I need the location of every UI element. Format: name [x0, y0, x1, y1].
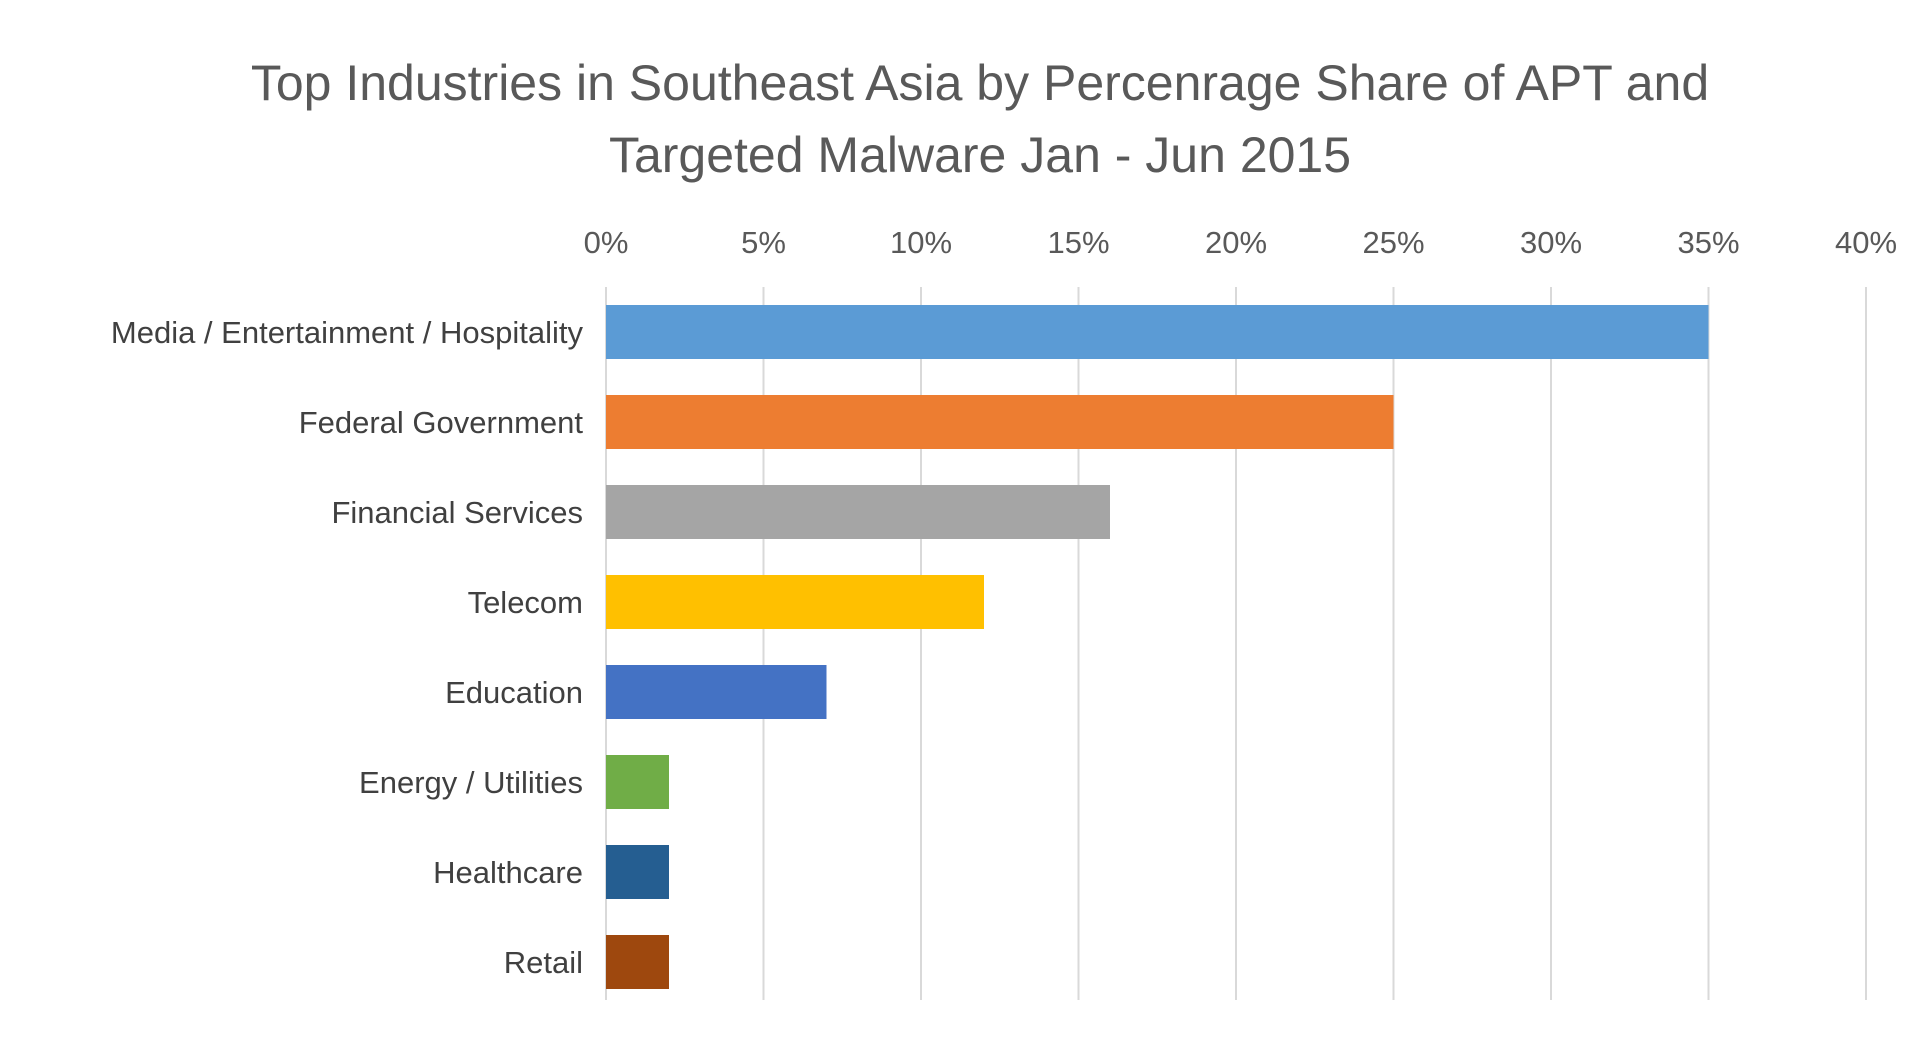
x-tick-label: 15%: [1047, 225, 1109, 260]
x-tick-label: 35%: [1677, 225, 1739, 260]
bar: [606, 575, 984, 629]
x-axis-tick-labels: 0% 5% 10% 15% 20% 25% 30% 35% 40%: [584, 225, 1897, 260]
category-label: Telecom: [468, 585, 583, 620]
category-label: Education: [445, 675, 583, 710]
category-label: Financial Services: [331, 495, 583, 530]
category-label: Federal Government: [299, 405, 584, 440]
x-tick-label: 25%: [1362, 225, 1424, 260]
chart-title: Top Industries in Southeast Asia by Perc…: [251, 55, 1709, 183]
bar: [606, 395, 1394, 449]
category-label: Retail: [504, 945, 583, 980]
category-label: Healthcare: [433, 855, 583, 890]
x-tick-label: 5%: [741, 225, 786, 260]
category-label: Energy / Utilities: [359, 765, 583, 800]
bar: [606, 755, 669, 809]
x-tick-label: 40%: [1835, 225, 1897, 260]
bar: [606, 485, 1110, 539]
chart-title-line-2: Targeted Malware Jan - Jun 2015: [609, 127, 1351, 183]
x-tick-label: 30%: [1520, 225, 1582, 260]
chart-title-line-1: Top Industries in Southeast Asia by Perc…: [251, 55, 1709, 111]
bar: [606, 845, 669, 899]
bars: [606, 305, 1709, 989]
bar: [606, 935, 669, 989]
category-labels: Media / Entertainment / Hospitality Feder…: [111, 315, 584, 980]
x-tick-label: 20%: [1205, 225, 1267, 260]
gridlines: [605, 287, 1867, 1000]
bar: [606, 665, 827, 719]
category-label: Media / Entertainment / Hospitality: [111, 315, 584, 350]
x-tick-label: 10%: [890, 225, 952, 260]
bar: [606, 305, 1709, 359]
x-tick-label: 0%: [584, 225, 629, 260]
